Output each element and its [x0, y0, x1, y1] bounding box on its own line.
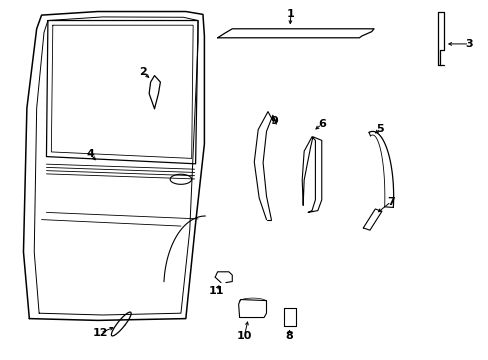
Text: 5: 5	[376, 124, 384, 134]
Text: 1: 1	[286, 9, 294, 19]
Text: 2: 2	[139, 67, 146, 77]
Text: 8: 8	[285, 330, 293, 341]
Text: 9: 9	[269, 116, 277, 126]
Text: 6: 6	[317, 119, 325, 129]
Text: 10: 10	[236, 330, 252, 341]
Text: 7: 7	[386, 197, 394, 207]
Text: 3: 3	[465, 39, 472, 49]
Text: 4: 4	[86, 149, 94, 159]
Text: 12: 12	[92, 328, 108, 338]
Text: 11: 11	[208, 285, 224, 296]
